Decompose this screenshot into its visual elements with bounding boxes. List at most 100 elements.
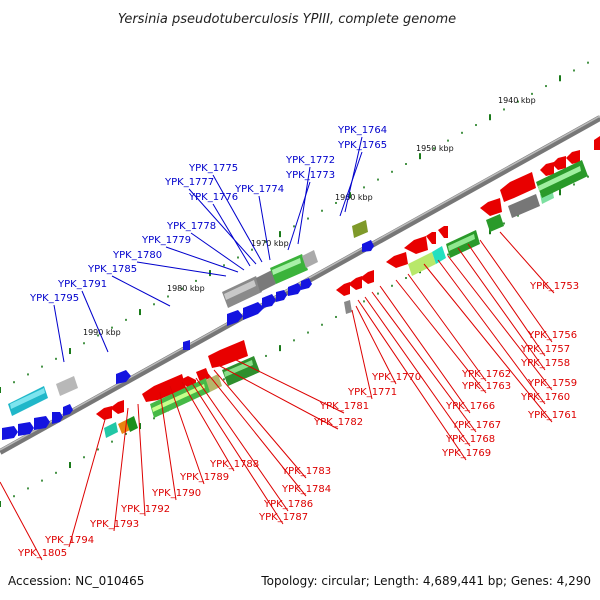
- reverse-leader-line: [457, 247, 546, 371]
- reverse-gene-label[interactable]: YPK_1768: [445, 434, 495, 445]
- scale-label: 1940 kbp: [498, 96, 536, 105]
- reverse-gene-label[interactable]: YPK_1771: [347, 387, 397, 398]
- gene-arrow: [336, 282, 350, 296]
- reverse-leader-line: [423, 263, 553, 423]
- reverse-gene-label[interactable]: YPK_1805: [17, 548, 67, 559]
- reverse-leader-line: [467, 243, 546, 357]
- forward-gene-label[interactable]: YPK_1773: [285, 170, 335, 181]
- forward-gene-label[interactable]: YPK_1779: [141, 235, 191, 246]
- reverse-leader-line: [169, 385, 205, 485]
- forward-gene-label[interactable]: YPK_1778: [166, 221, 216, 232]
- forward-gene-label[interactable]: YPK_1775: [188, 163, 238, 174]
- reverse-gene-label[interactable]: YPK_1770: [371, 372, 421, 383]
- reverse-leader-line: [437, 259, 546, 405]
- gene-block: [344, 300, 352, 314]
- forward-gene-label[interactable]: YPK_1776: [188, 192, 238, 203]
- reverse-gene-label[interactable]: YPK_1761: [527, 410, 577, 421]
- reverse-leader-line: [219, 365, 339, 430]
- forward-label-leaders: [53, 136, 363, 363]
- forward-leader-line: [136, 261, 227, 277]
- forward-gene-label[interactable]: YPK_1780: [112, 250, 162, 261]
- forward-leader-line: [81, 290, 109, 353]
- gene-block: [448, 234, 475, 251]
- gene-arrow: [63, 404, 73, 416]
- reverse-gene-labels: YPK_1753 YPK_1756 YPK_1757 YPK_1758 YPK_1759…: [17, 281, 579, 559]
- gene-block: [256, 270, 276, 292]
- forward-gene-label[interactable]: YPK_1764: [337, 125, 387, 136]
- reverse-gene-label[interactable]: YPK_1781: [319, 401, 369, 412]
- reverse-gene-label[interactable]: YPK_1786: [263, 499, 313, 510]
- gene-block: [302, 250, 318, 268]
- reverse-gene-label[interactable]: YPK_1758: [520, 358, 570, 369]
- gene-arrow: [208, 340, 248, 368]
- forward-leader-line: [111, 275, 171, 307]
- forward-gene-label[interactable]: YPK_1777: [164, 177, 214, 188]
- reverse-gene-label[interactable]: YPK_1792: [120, 504, 170, 515]
- gene-arrow: [110, 400, 124, 414]
- gene-block: [206, 374, 222, 392]
- forward-gene-label[interactable]: YPK_1774: [234, 184, 284, 195]
- reverse-leader-line: [113, 407, 129, 532]
- reverse-gene-label[interactable]: YPK_1783: [281, 466, 331, 477]
- reverse-gene-label[interactable]: YPK_1784: [281, 484, 331, 495]
- reverse-gene-label[interactable]: YPK_1767: [451, 420, 501, 431]
- gene-arrow: [18, 422, 34, 436]
- reverse-gene-label[interactable]: YPK_1760: [520, 392, 570, 403]
- reverse-gene-label[interactable]: YPK_1793: [89, 519, 139, 530]
- reverse-gene-label[interactable]: YPK_1769: [441, 448, 491, 459]
- reverse-leader-line: [395, 279, 487, 394]
- reverse-gene-label[interactable]: YPK_1753: [529, 281, 579, 292]
- reverse-gene-label[interactable]: YPK_1759: [527, 378, 577, 389]
- genome-summary-text: Topology: circular; Length: 4,689,441 bp…: [260, 574, 591, 588]
- reverse-leader-line: [195, 377, 289, 512]
- reverse-gene-label[interactable]: YPK_1787: [258, 512, 308, 523]
- reverse-gene-label[interactable]: YPK_1762: [461, 369, 511, 380]
- scale-labels: 1940 kbp 1950 kbp 1960 kbp 1970 kbp 1980…: [83, 96, 536, 337]
- reverse-gene-label[interactable]: YPK_1794: [44, 535, 94, 546]
- gene-block: [538, 166, 581, 191]
- forward-leader-line: [212, 203, 251, 267]
- gene-block: [126, 416, 138, 432]
- reverse-leader-line: [159, 391, 177, 501]
- scale-label: 1980 kbp: [167, 284, 205, 293]
- forward-gene-label[interactable]: YPK_1772: [285, 155, 335, 166]
- reverse-leader-line: [213, 369, 307, 479]
- reverse-gene-label[interactable]: YPK_1766: [445, 401, 495, 412]
- forward-gene-label[interactable]: YPK_1791: [57, 279, 107, 290]
- gene-arrow: [2, 426, 18, 440]
- gene-block: [352, 220, 368, 238]
- gene-arrow: [116, 370, 131, 384]
- reverse-leader-line: [68, 415, 107, 548]
- reverse-gene-label[interactable]: YPK_1790: [151, 488, 201, 499]
- gene-block: [10, 388, 45, 409]
- reverse-gene-label[interactable]: YPK_1782: [313, 417, 363, 428]
- reverse-leader-line: [235, 359, 345, 414]
- gene-arrow: [500, 172, 536, 202]
- forward-leader-line: [188, 188, 257, 265]
- gene-arrow: [404, 236, 428, 254]
- reverse-leader-line: [189, 379, 284, 525]
- forward-gene-label[interactable]: YPK_1785: [87, 264, 137, 275]
- reverse-leader-line: [379, 285, 471, 414]
- gene-arrow: [262, 294, 276, 308]
- reverse-gene-label[interactable]: YPK_1789: [179, 472, 229, 483]
- reverse-gene-label[interactable]: YPK_1757: [520, 344, 570, 355]
- reverse-gene-label[interactable]: YPK_1756: [527, 330, 577, 341]
- forward-leader-line: [212, 174, 263, 263]
- forward-gene-label[interactable]: YPK_1795: [29, 293, 79, 304]
- gene-arrow: [480, 198, 502, 216]
- forward-gene-label[interactable]: YPK_1765: [337, 140, 387, 151]
- forward-strand-features: [2, 220, 374, 440]
- gene-block: [152, 384, 205, 412]
- gene-arrow: [594, 136, 600, 150]
- reverse-gene-label[interactable]: YPK_1788: [209, 459, 259, 470]
- gene-arrow: [566, 150, 580, 164]
- gene-arrow: [288, 283, 302, 296]
- reverse-leader-line: [499, 231, 555, 294]
- reverse-gene-label[interactable]: YPK_1763: [461, 381, 511, 392]
- reverse-label-leaders: [0, 231, 555, 561]
- gene-block: [118, 420, 130, 434]
- gene-block: [56, 376, 78, 396]
